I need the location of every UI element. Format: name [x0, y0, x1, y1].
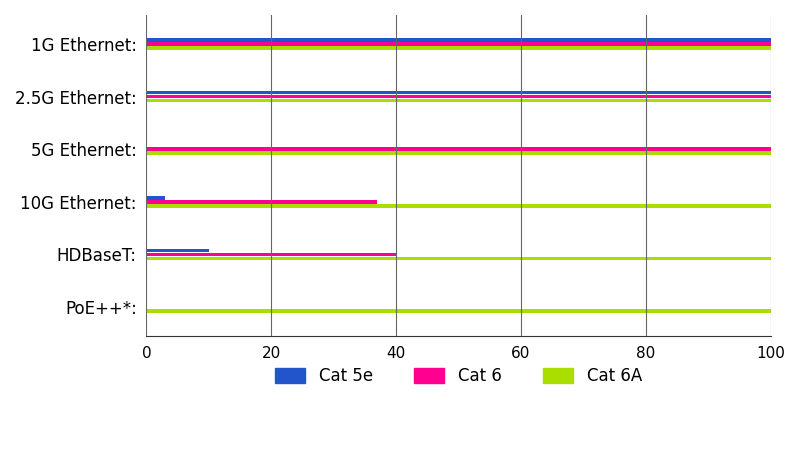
Bar: [146, 256, 770, 260]
Bar: [146, 46, 770, 50]
Legend: Cat 5e, Cat 6, Cat 6A: Cat 5e, Cat 6, Cat 6A: [275, 367, 642, 385]
Bar: [146, 200, 378, 204]
Bar: [146, 204, 770, 208]
Bar: [146, 248, 209, 252]
Bar: [146, 42, 770, 46]
Bar: [146, 309, 770, 313]
Bar: [146, 196, 165, 200]
Bar: [146, 147, 770, 151]
Bar: [146, 151, 770, 155]
Bar: [146, 99, 770, 103]
Bar: [146, 90, 770, 94]
Bar: [146, 38, 770, 42]
Bar: [146, 94, 770, 99]
Bar: [146, 252, 396, 256]
